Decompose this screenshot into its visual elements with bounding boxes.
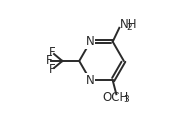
Text: N: N — [86, 74, 95, 87]
Text: 3: 3 — [124, 96, 129, 104]
Text: F: F — [46, 55, 53, 67]
Text: N: N — [86, 35, 95, 48]
Text: OCH: OCH — [103, 91, 129, 104]
Text: F: F — [49, 63, 56, 76]
Text: 2: 2 — [127, 23, 132, 32]
Text: NH: NH — [120, 18, 137, 31]
Text: F: F — [49, 46, 56, 59]
